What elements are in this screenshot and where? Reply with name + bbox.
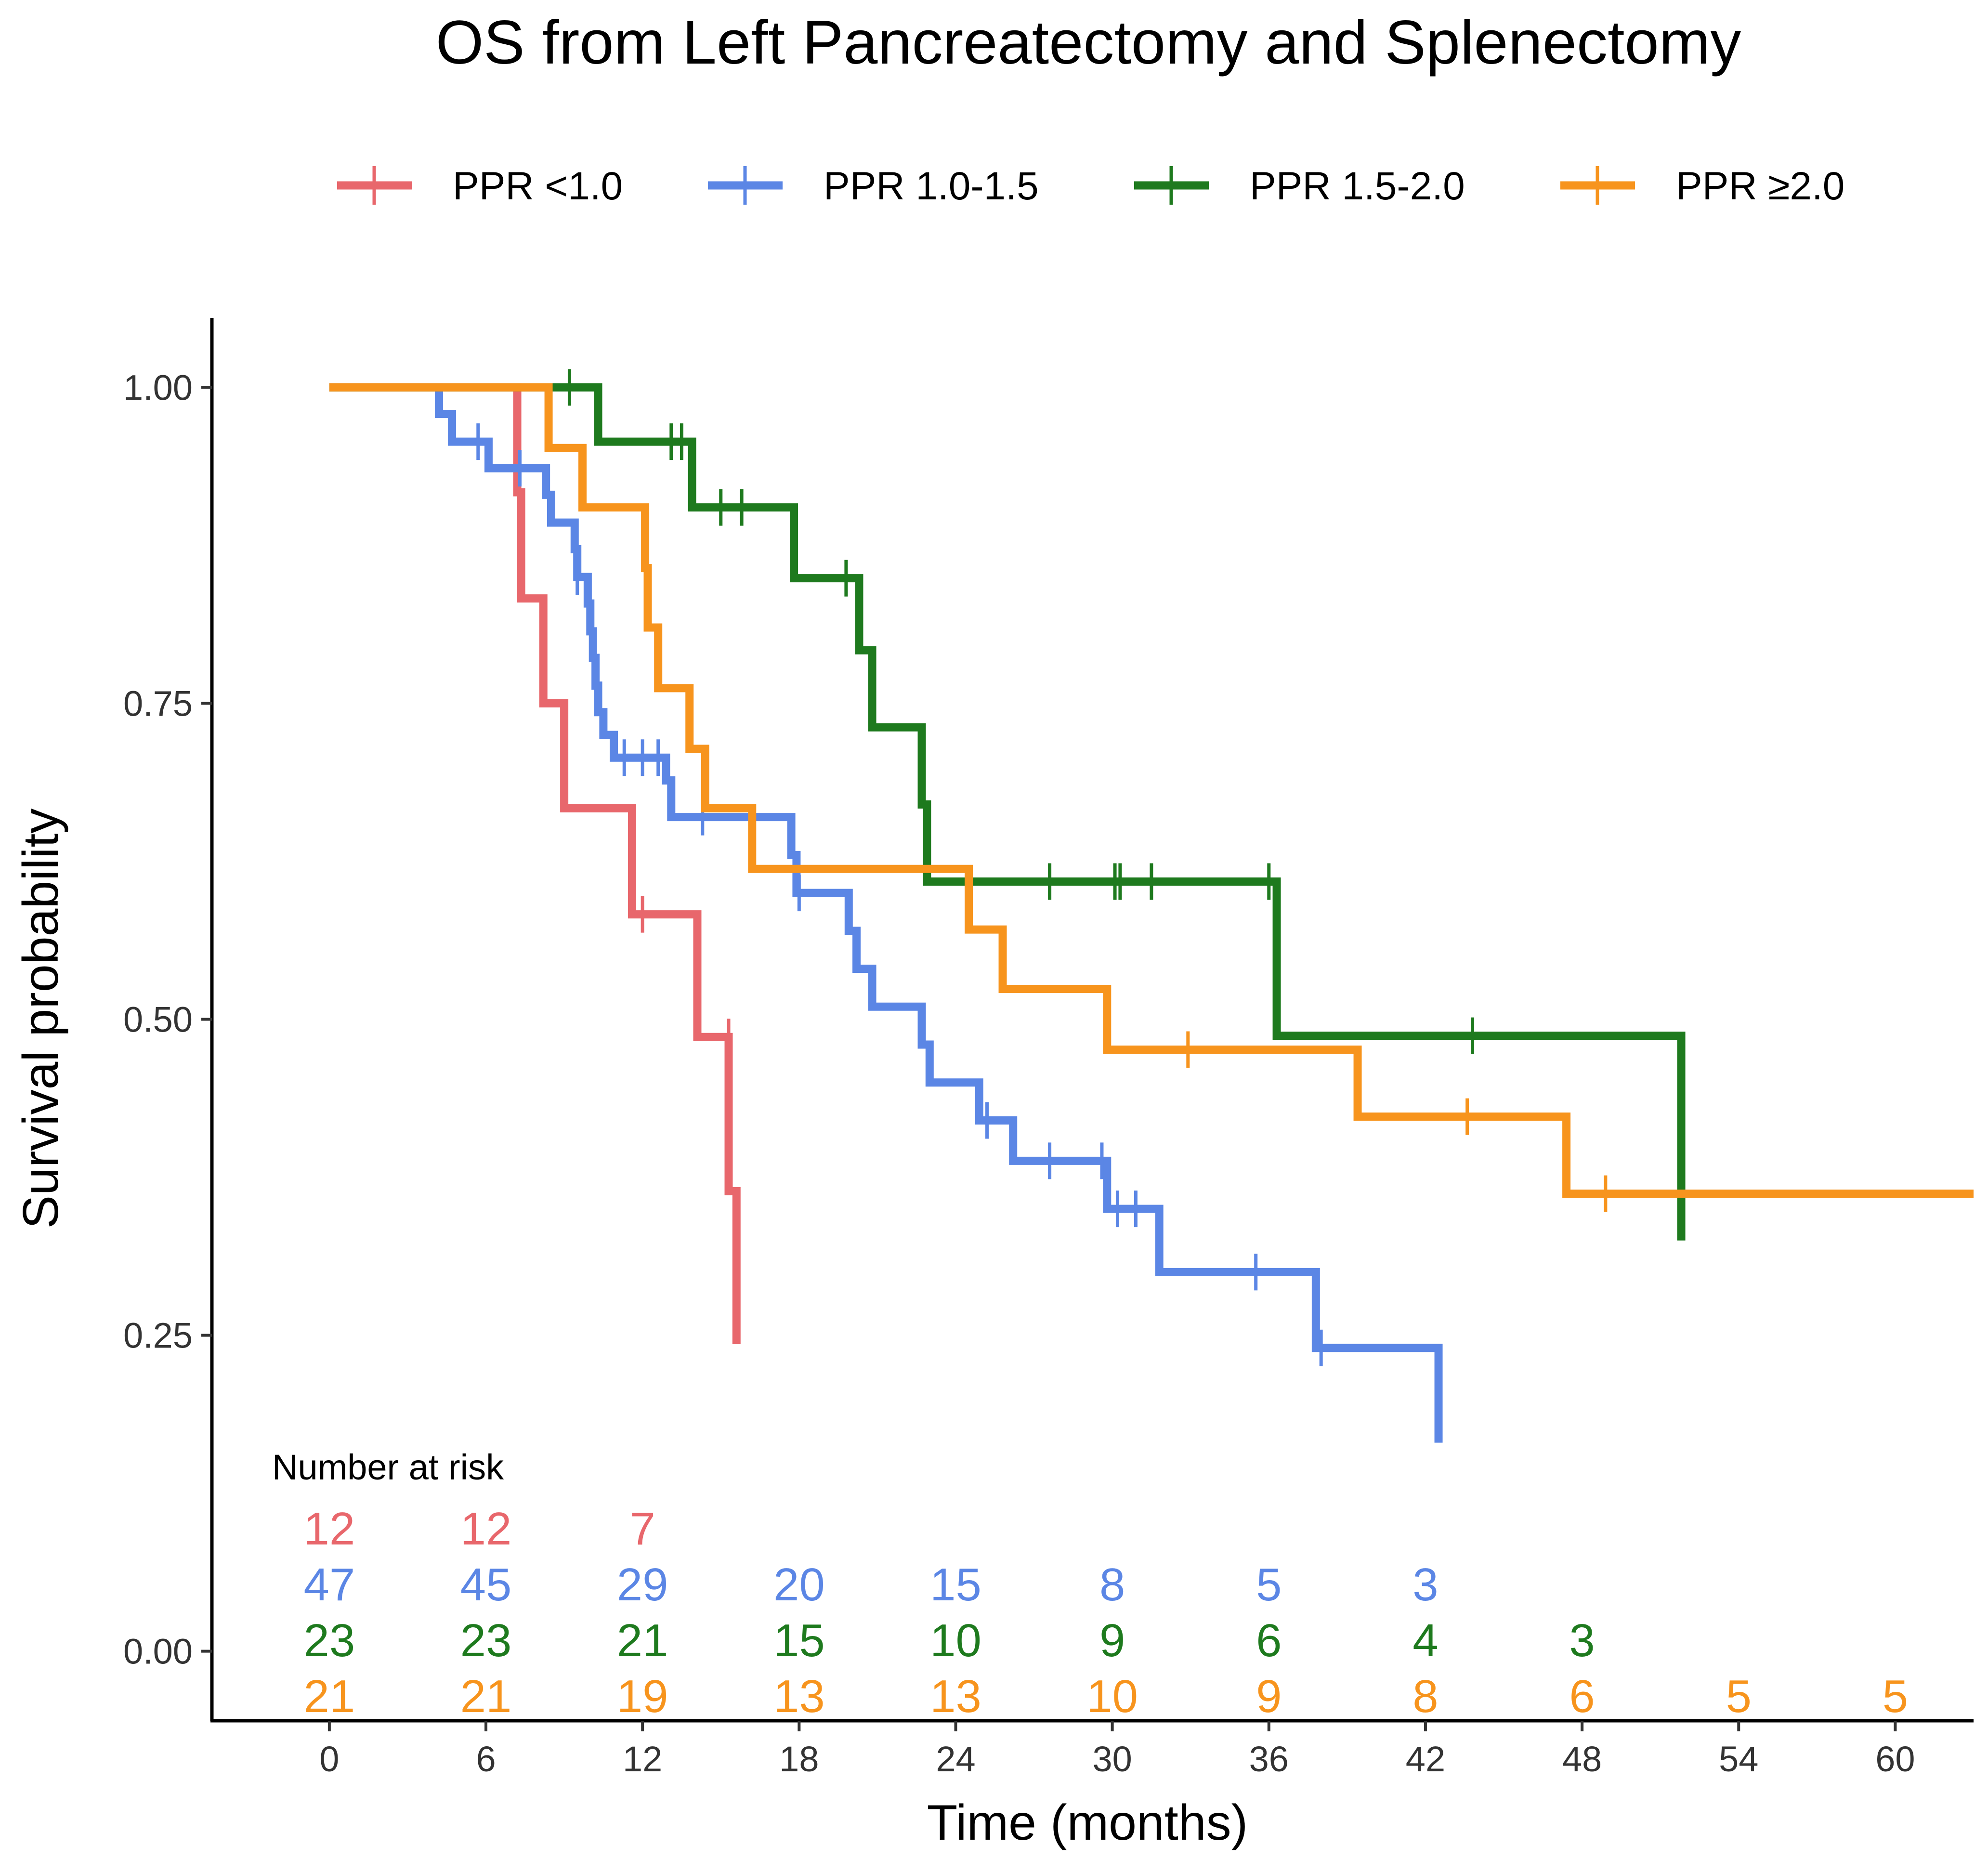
x-axis-title: Time (months)	[927, 1795, 1248, 1851]
x-tick-label: 6	[476, 1739, 496, 1779]
legend-label-ppr-1-5-2-0: PPR 1.5-2.0	[1250, 164, 1465, 208]
risk-count-ppr-ge-2-0: 21	[460, 1671, 512, 1722]
risk-count-ppr-1-5-2-0: 9	[1099, 1615, 1125, 1666]
risk-count-ppr-lt-1-0: 12	[460, 1503, 512, 1555]
risk-count-ppr-1-0-1-5: 15	[930, 1559, 981, 1610]
risk-count-ppr-1-5-2-0: 6	[1256, 1615, 1282, 1666]
y-tick-label: 0.50	[123, 1000, 193, 1040]
legend-label-ppr-1-0-1-5: PPR 1.0-1.5	[824, 164, 1039, 208]
risk-count-ppr-ge-2-0: 21	[303, 1671, 355, 1722]
risk-count-ppr-lt-1-0: 12	[303, 1503, 355, 1555]
risk-count-ppr-ge-2-0: 13	[930, 1671, 981, 1722]
legend: PPR <1.0 PPR 1.0-1.5 PPR 1.5-2.0 PPR ≥2.0	[337, 164, 1844, 208]
risk-count-ppr-ge-2-0: 13	[773, 1671, 825, 1722]
x-tick-label: 42	[1406, 1739, 1445, 1779]
risk-count-ppr-ge-2-0: 6	[1569, 1671, 1595, 1722]
risk-count-ppr-1-5-2-0: 23	[460, 1615, 512, 1666]
risk-count-ppr-1-5-2-0: 23	[303, 1615, 355, 1666]
x-tick-label: 36	[1249, 1739, 1289, 1779]
survival-curve-ppr-1-0-1-5	[329, 383, 1443, 1443]
legend-label-ppr-lt-1-0: PPR <1.0	[453, 164, 623, 208]
survival-curve-ppr-1-5-2-0	[329, 383, 1686, 1241]
risk-count-ppr-1-0-1-5: 45	[460, 1559, 512, 1610]
risk-count-ppr-1-0-1-5: 20	[773, 1559, 825, 1610]
x-tick-label: 12	[623, 1739, 662, 1779]
number-at-risk-title: Number at risk	[272, 1447, 504, 1487]
risk-count-ppr-1-5-2-0: 3	[1569, 1615, 1595, 1666]
x-tick-label: 48	[1562, 1739, 1602, 1779]
x-tick-label: 24	[936, 1739, 975, 1779]
risk-count-ppr-ge-2-0: 19	[617, 1671, 668, 1722]
x-tick-label: 54	[1719, 1739, 1758, 1779]
y-tick-label: 0.75	[123, 683, 193, 723]
risk-count-ppr-1-0-1-5: 3	[1413, 1559, 1438, 1610]
risk-count-ppr-ge-2-0: 10	[1086, 1671, 1138, 1722]
x-ticks: 0 6 12 18 24 30 36 42 48 54 60	[319, 1721, 1915, 1779]
legend-label-ppr-ge-2-0: PPR ≥2.0	[1676, 164, 1844, 208]
number-at-risk-table: 12 12 747 45 29 20 15 8 5 323 23 21 15 10 9 6 4 321 21 19 13…	[303, 1503, 1908, 1722]
risk-count-ppr-1-0-1-5: 5	[1256, 1559, 1282, 1610]
survival-curve-ppr-lt-1-0	[329, 383, 741, 1344]
y-tick-label: 0.25	[123, 1316, 193, 1356]
risk-count-ppr-1-0-1-5: 29	[617, 1559, 668, 1610]
risk-count-ppr-lt-1-0: 7	[629, 1503, 655, 1555]
risk-count-ppr-1-5-2-0: 4	[1413, 1615, 1438, 1666]
risk-count-ppr-ge-2-0: 5	[1883, 1671, 1908, 1722]
risk-count-ppr-ge-2-0: 9	[1256, 1671, 1282, 1722]
risk-count-ppr-1-5-2-0: 21	[617, 1615, 668, 1666]
risk-count-ppr-1-5-2-0: 15	[773, 1615, 825, 1666]
risk-count-ppr-ge-2-0: 5	[1726, 1671, 1752, 1722]
x-tick-label: 30	[1092, 1739, 1132, 1779]
survival-curve-ppr-ge-2-0	[329, 383, 1974, 1198]
x-tick-label: 0	[319, 1739, 339, 1779]
chart-title: OS from Left Pancreatectomy and Splenect…	[436, 8, 1741, 77]
risk-count-ppr-1-0-1-5: 47	[303, 1559, 355, 1610]
x-tick-label: 60	[1875, 1739, 1915, 1779]
y-tick-label: 0.00	[123, 1632, 193, 1672]
y-axis-title: Survival probability	[13, 809, 69, 1229]
y-tick-label: 1.00	[123, 367, 193, 407]
x-tick-label: 18	[779, 1739, 819, 1779]
survival-curves	[329, 369, 1974, 1443]
y-ticks: 0.00 0.25 0.50 0.75 1.00	[123, 367, 212, 1672]
risk-count-ppr-1-5-2-0: 10	[930, 1615, 981, 1666]
risk-count-ppr-ge-2-0: 8	[1413, 1671, 1438, 1722]
risk-count-ppr-1-0-1-5: 8	[1099, 1559, 1125, 1610]
